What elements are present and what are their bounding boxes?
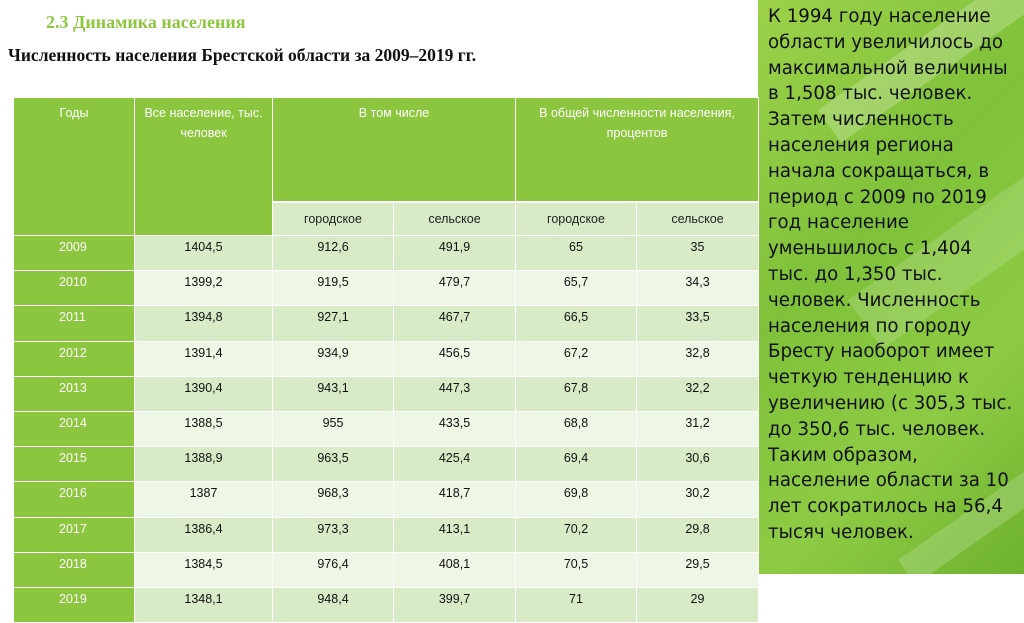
table-cell-value: 976,4 (272, 551, 394, 588)
subheader-rural-percent: сельское (636, 201, 759, 236)
table-cell-value: 433,5 (393, 410, 516, 448)
table-cell-year: 2013 (13, 375, 135, 412)
table-row: 2010 1399,2 919,5 479,7 65,7 34,3 (13, 270, 759, 307)
table-cell-value: 1388,9 (134, 446, 273, 483)
table-cell-value: 29,5 (636, 551, 759, 588)
header-including: В том числе (272, 97, 516, 203)
table-cell-value: 67,2 (515, 340, 637, 377)
table-cell-value: 1388,5 (134, 410, 273, 448)
table-cell-value: 919,5 (272, 270, 394, 307)
table-body: 2009 1404,5 912,6 491,9 65 35 2010 1399,2 919,5 4… (13, 234, 759, 623)
table-cell-year: 2012 (13, 340, 135, 377)
table-cell-value: 973,3 (272, 516, 394, 553)
table-cell-value: 1348,1 (134, 586, 273, 623)
table-cell-value: 1384,5 (134, 551, 273, 588)
table-cell-year: 2016 (13, 481, 135, 518)
table-cell-value: 491,9 (393, 234, 516, 272)
table-cell-year: 2017 (13, 516, 135, 553)
table-row: 2017 1386,4 973,3 413,1 70,2 29,8 (13, 516, 759, 553)
table-cell-value: 68,8 (515, 410, 637, 448)
table-cell-value: 34,3 (636, 270, 759, 307)
page-subtitle: Численность населения Брестской области … (8, 45, 477, 65)
table-cell-year: 2011 (13, 305, 135, 342)
table-cell-value: 425,4 (393, 446, 516, 483)
decorative-green-background (758, 0, 1024, 574)
table-cell-value: 399,7 (393, 586, 516, 623)
table-cell-value: 66,5 (515, 305, 637, 342)
side-description-text: К 1994 году население области увеличилос… (768, 6, 1013, 543)
table-cell-value: 32,8 (636, 340, 759, 377)
table-cell-value: 1386,4 (134, 516, 273, 553)
table-cell-value: 65 (515, 234, 637, 272)
table-cell-value: 1404,5 (134, 234, 273, 272)
table-cell-value: 1390,4 (134, 375, 273, 412)
table-row: 2016 1387 968,3 418,7 69,8 30,2 (13, 481, 759, 518)
table-cell-value: 30,6 (636, 446, 759, 483)
table-cell-value: 29,8 (636, 516, 759, 553)
subheader-urban: городское (272, 201, 394, 236)
table-cell-value: 69,8 (515, 481, 637, 518)
table-cell-value: 927,1 (272, 305, 394, 342)
table-cell-value: 467,7 (393, 305, 516, 342)
table-cell-year: 2015 (13, 446, 135, 483)
subheader-urban-percent: городское (515, 201, 637, 236)
table-cell-value: 1391,4 (134, 340, 273, 377)
table-cell-value: 479,7 (393, 270, 516, 307)
table-cell-value: 934,9 (272, 340, 394, 377)
table-cell-year: 2010 (13, 270, 135, 307)
table-row: 2014 1388,5 955 433,5 68,8 31,2 (13, 410, 759, 448)
table-cell-value: 30,2 (636, 481, 759, 518)
table-cell-value: 447,3 (393, 375, 516, 412)
table-cell-value: 35 (636, 234, 759, 272)
table-cell-value: 943,1 (272, 375, 394, 412)
table-cell-value: 33,5 (636, 305, 759, 342)
subheader-rural: сельское (393, 201, 516, 236)
table-cell-value: 71 (515, 586, 637, 623)
header-years: Годы (13, 97, 135, 236)
table-cell-value: 955 (272, 410, 394, 448)
header-share: В общей численности населения, процентов (515, 97, 759, 203)
table-cell-value: 413,1 (393, 516, 516, 553)
table-row: 2015 1388,9 963,5 425,4 69,4 30,6 (13, 446, 759, 483)
table-cell-value: 456,5 (393, 340, 516, 377)
table-cell-year: 2009 (13, 234, 135, 272)
table-cell-value: 912,6 (272, 234, 394, 272)
table-cell-value: 65,7 (515, 270, 637, 307)
table-cell-year: 2018 (13, 551, 135, 588)
table-row: 2013 1390,4 943,1 447,3 67,8 32,2 (13, 375, 759, 412)
table-cell-value: 408,1 (393, 551, 516, 588)
table-row: 2009 1404,5 912,6 491,9 65 35 (13, 234, 759, 272)
table-row: 2019 1348,1 948,4 399,7 71 29 (13, 586, 759, 623)
table-cell-value: 968,3 (272, 481, 394, 518)
table-row: 2011 1394,8 927,1 467,7 66,5 33,5 (13, 305, 759, 342)
table-cell-year: 2014 (13, 410, 135, 448)
table-cell-value: 1399,2 (134, 270, 273, 307)
table-row: 2018 1384,5 976,4 408,1 70,5 29,5 (13, 551, 759, 588)
section-title: 2.3 Динамика населения (46, 12, 246, 32)
table-cell-value: 70,2 (515, 516, 637, 553)
table-cell-value: 1387 (134, 481, 273, 518)
table-cell-value: 31,2 (636, 410, 759, 448)
table-cell-year: 2019 (13, 586, 135, 623)
table-cell-value: 963,5 (272, 446, 394, 483)
table-cell-value: 69,4 (515, 446, 637, 483)
population-table: Годы Все население, тыс. человек В том ч… (13, 97, 759, 623)
table-cell-value: 1394,8 (134, 305, 273, 342)
table-cell-value: 67,8 (515, 375, 637, 412)
table-cell-value: 948,4 (272, 586, 394, 623)
table-cell-value: 29 (636, 586, 759, 623)
table-cell-value: 32,2 (636, 375, 759, 412)
table-cell-value: 418,7 (393, 481, 516, 518)
header-total: Все население, тыс. человек (134, 97, 273, 236)
table-cell-value: 70,5 (515, 551, 637, 588)
table-row: 2012 1391,4 934,9 456,5 67,2 32,8 (13, 340, 759, 377)
